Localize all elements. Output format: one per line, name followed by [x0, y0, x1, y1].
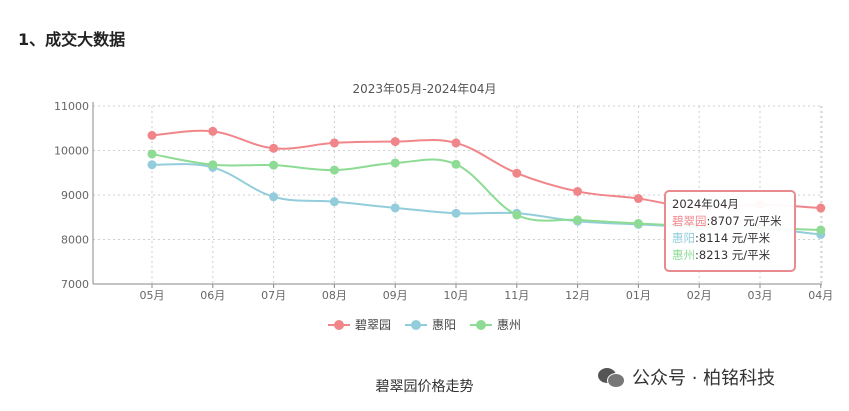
x-tick-label: 08月: [322, 289, 347, 302]
data-point: [390, 137, 400, 147]
data-point: [147, 130, 157, 140]
x-tick-label: 12月: [565, 289, 590, 302]
data-point: [816, 203, 826, 213]
data-point: [451, 159, 461, 169]
data-point: [573, 186, 583, 196]
legend-item-0[interactable]: 碧翠园: [327, 316, 391, 333]
x-tick-label: 05月: [140, 289, 165, 302]
data-point: [451, 138, 461, 148]
tooltip-series-name: 惠州: [672, 248, 695, 262]
y-tick-label: 8000: [61, 234, 89, 247]
tooltip-series-value: :8707 元/平米: [706, 214, 782, 228]
tooltip-series-name: 碧翠园: [672, 214, 707, 228]
chart-subtitle: 2023年05月-2024年04月: [352, 82, 497, 96]
data-point: [269, 192, 279, 202]
tooltip-row-0: 碧翠园:8707 元/平米: [672, 213, 788, 230]
data-point: [329, 197, 339, 207]
watermark: 公众号 · 柏铭科技: [598, 364, 775, 390]
legend-item-1[interactable]: 惠阳: [404, 316, 456, 333]
y-tick-label: 11000: [54, 100, 89, 113]
data-point: [147, 160, 157, 170]
x-tick-label: 04月: [808, 289, 833, 302]
x-tick-label: 03月: [748, 289, 773, 302]
tooltip-series-value: :8213 元/平米: [695, 248, 771, 262]
data-point: [390, 158, 400, 168]
data-point: [512, 168, 522, 178]
x-tick-label: 01月: [626, 289, 651, 302]
tooltip-series-value: :8114 元/平米: [695, 231, 771, 245]
legend-label: 惠州: [497, 318, 522, 332]
tooltip-series-name: 惠阳: [672, 231, 695, 245]
data-point: [512, 210, 522, 220]
data-point: [208, 126, 218, 136]
data-point: [633, 194, 643, 204]
data-point: [329, 165, 339, 175]
y-tick-label: 10000: [54, 145, 89, 158]
legend-marker: [404, 319, 427, 330]
data-point: [269, 160, 279, 170]
data-point: [816, 225, 826, 235]
data-point: [208, 160, 218, 170]
data-point: [390, 203, 400, 213]
x-tick-label: 11月: [504, 289, 529, 302]
tooltip-date: 2024年04月: [672, 197, 739, 211]
data-point: [573, 215, 583, 225]
x-tick-label: 09月: [383, 289, 408, 302]
data-point: [147, 149, 157, 159]
chart-legend: 碧翠园 惠阳 惠州: [0, 316, 849, 333]
wechat-icon: [598, 366, 625, 388]
x-tick-label: 10月: [444, 289, 469, 302]
x-tick-label: 06月: [200, 289, 225, 302]
chart-caption: 碧翠园价格走势: [375, 379, 474, 395]
legend-item-2[interactable]: 惠州: [470, 316, 521, 333]
legend-marker: [327, 319, 350, 330]
section-title: 1、成交大数据: [18, 30, 126, 49]
x-tick-label: 07月: [261, 289, 286, 302]
tooltip-row-2: 惠州:8213 元/平米: [672, 247, 788, 264]
data-point: [451, 208, 461, 218]
chart-tooltip: 2024年04月 碧翠园:8707 元/平米 惠阳:8114 元/平米 惠州:8…: [664, 190, 796, 272]
data-point: [633, 218, 643, 228]
y-tick-label: 9000: [61, 189, 89, 202]
legend-label: 惠阳: [431, 318, 456, 332]
x-tick-label: 02月: [687, 289, 712, 302]
y-tick-label: 7000: [61, 278, 89, 291]
watermark-text: 公众号 · 柏铭科技: [632, 368, 776, 389]
data-point: [329, 138, 339, 148]
legend-marker: [470, 319, 492, 330]
tooltip-row-1: 惠阳:8114 元/平米: [672, 230, 788, 247]
legend-label: 碧翠园: [354, 318, 391, 332]
data-point: [269, 143, 279, 153]
